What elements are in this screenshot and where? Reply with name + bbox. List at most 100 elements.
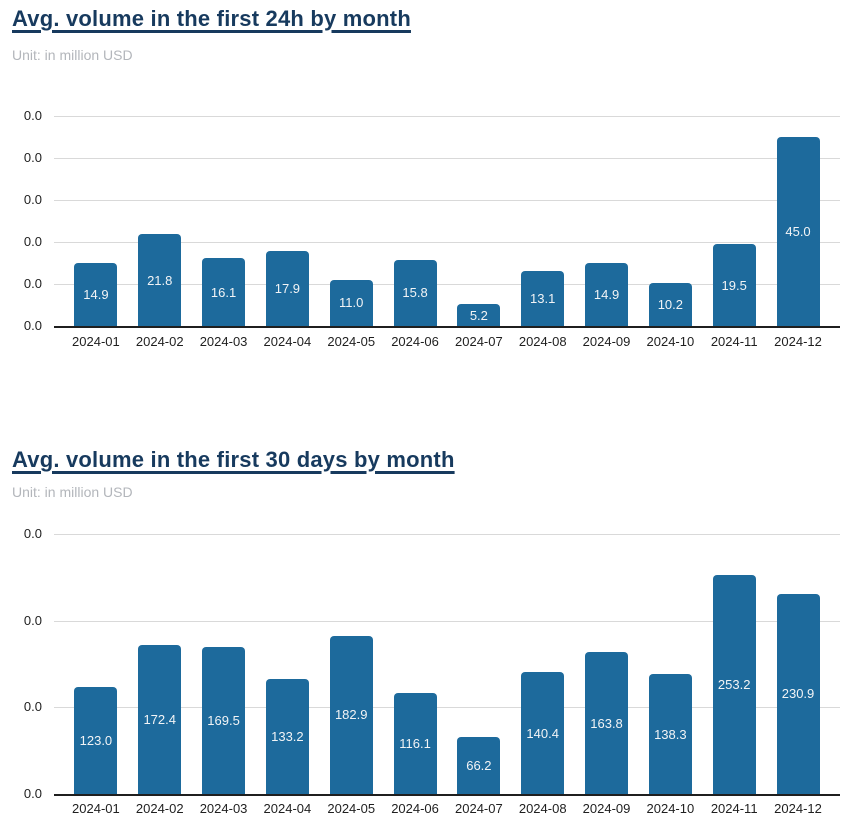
chart-1-subtitle: Unit: in million USD	[12, 47, 133, 63]
bars-container: 14.9 21.8 16.1 17.9 11.0 15.8 5.2 13.1 14.9 10.2 1…	[54, 116, 840, 326]
bar: 123.0	[74, 687, 118, 794]
x-tick-label: 2024-09	[582, 334, 631, 349]
y-tick-label: 0.0	[23, 108, 42, 123]
x-tick-label: 2024-12	[774, 334, 822, 349]
bar-value-label: 140.4	[526, 725, 559, 741]
x-tick-label: 2024-08	[518, 334, 567, 349]
bar: 11.0	[329, 279, 373, 326]
x-tick-label: 2024-02	[135, 334, 184, 349]
x-tick-label: 2024-05	[327, 801, 376, 816]
bar: 253.2	[712, 574, 756, 794]
bar-slot: 163.8	[575, 534, 639, 794]
gridline	[54, 242, 840, 243]
x-tick-label: 2024-07	[455, 334, 503, 349]
bar: 116.1	[393, 693, 437, 794]
bar: 19.5	[712, 244, 756, 326]
bar-value-label: 45.0	[785, 224, 811, 239]
bar-slot: 13.1	[511, 116, 575, 326]
bars-container: 123.0 172.4 169.5 133.2 182.9 116.1 66.2 140.4 1…	[54, 534, 840, 794]
bar-slot: 66.2	[447, 534, 511, 794]
x-tick-label: 2024-01	[72, 334, 120, 349]
bar: 169.5	[202, 647, 246, 794]
x-tick-label: 2024-10	[646, 801, 695, 816]
gridline	[54, 707, 840, 709]
bar-slot: 169.5	[192, 534, 256, 794]
bar-value-label: 123.0	[79, 733, 113, 749]
bar-slot: 5.2	[447, 116, 511, 326]
bar-value-label: 15.8	[402, 285, 428, 301]
x-tick-label: 2024-08	[518, 801, 567, 816]
bar-value-label: 10.2	[657, 297, 684, 313]
x-tick-label: 2024-04	[263, 801, 312, 816]
bar: 13.1	[521, 270, 565, 326]
bar: 140.4	[521, 672, 565, 794]
x-tick-label: 2024-07	[455, 801, 503, 816]
x-tick-label: 2024-11	[710, 334, 758, 349]
x-tick-label: 2024-06	[391, 334, 439, 349]
chart-1-plot-area: 0.0 0.0 0.0 0.0 0.0 0.0 14.9 21.8 16.1 17.9 11.0 15…	[24, 108, 840, 333]
y-tick-label: 0.0	[23, 318, 42, 333]
bar-value-label: 253.2	[717, 676, 751, 692]
bar-value-label: 19.5	[721, 277, 747, 293]
bar-value-label: 172.4	[143, 711, 176, 727]
bar-value-label: 230.9	[781, 686, 815, 702]
bar-slot: 45.0	[766, 116, 830, 326]
chart-2-subtitle: Unit: in million USD	[12, 484, 133, 500]
y-tick-label: 0.0	[23, 612, 42, 628]
bar-value-label: 66.2	[466, 757, 492, 773]
bar-slot: 14.9	[64, 116, 128, 326]
bar: 10.2	[648, 283, 692, 326]
x-tick-label: 2024-12	[774, 801, 822, 816]
bar: 17.9	[265, 250, 309, 326]
chart-1-x-axis-labels: 2024-01 2024-02 2024-03 2024-04 2024-05 2024-…	[54, 334, 840, 349]
bar-value-label: 14.9	[593, 287, 620, 303]
bar: 45.0	[776, 137, 820, 326]
bar-slot: 10.2	[638, 116, 702, 326]
bar: 182.9	[329, 635, 373, 794]
bar: 15.8	[393, 259, 437, 326]
gridline	[54, 284, 840, 285]
bar-slot: 230.9	[766, 534, 830, 794]
chart-1-title[interactable]: Avg. volume in the first 24h by month	[12, 6, 411, 31]
y-tick-label: 0.0	[23, 276, 42, 291]
bar-slot: 123.0	[64, 534, 128, 794]
bar: 230.9	[776, 593, 820, 794]
bar: 133.2	[265, 678, 309, 794]
bar: 163.8	[585, 652, 629, 794]
y-tick-label: 0.0	[23, 526, 42, 541]
bar-slot: 15.8	[383, 116, 447, 326]
gridline	[54, 116, 840, 117]
bar-slot: 133.2	[255, 534, 319, 794]
chart-2-title[interactable]: Avg. volume in the first 30 days by mont…	[12, 447, 455, 472]
bar-slot: 253.2	[702, 534, 766, 794]
bar-value-label: 169.5	[207, 713, 240, 729]
bar-slot: 11.0	[319, 116, 383, 326]
x-tick-label: 2024-11	[710, 801, 758, 816]
bar-slot: 138.3	[638, 534, 702, 794]
bar-slot: 172.4	[128, 534, 192, 794]
x-tick-label: 2024-05	[327, 334, 376, 349]
x-tick-label: 2024-01	[72, 801, 120, 816]
gridline	[54, 158, 840, 159]
bar-value-label: 163.8	[590, 715, 623, 731]
bar-slot: 21.8	[128, 116, 192, 326]
chart-2-x-axis-labels: 2024-01 2024-02 2024-03 2024-04 2024-05 2024-…	[54, 801, 840, 816]
bar-slot: 116.1	[383, 534, 447, 794]
gridline	[54, 534, 840, 535]
x-tick-label: 2024-02	[135, 801, 184, 816]
bar-slot: 140.4	[511, 534, 575, 794]
bar: 14.9	[585, 263, 629, 326]
bar: 138.3	[648, 674, 692, 794]
bar: 14.9	[74, 263, 118, 326]
gridline	[54, 620, 840, 622]
bar-value-label: 17.9	[274, 280, 301, 296]
x-tick-label: 2024-04	[263, 334, 312, 349]
bar: 5.2	[457, 304, 501, 326]
bar-slot: 19.5	[702, 116, 766, 326]
chart-2-plot-area: 0.0 0.0 0.0 0.0 123.0 172.4 169.5 133.2 182.9 116…	[24, 526, 840, 801]
bar-value-label: 5.2	[469, 307, 488, 323]
bar-value-label: 116.1	[399, 736, 431, 752]
x-tick-label: 2024-03	[199, 334, 248, 349]
bar-value-label: 21.8	[147, 272, 173, 288]
